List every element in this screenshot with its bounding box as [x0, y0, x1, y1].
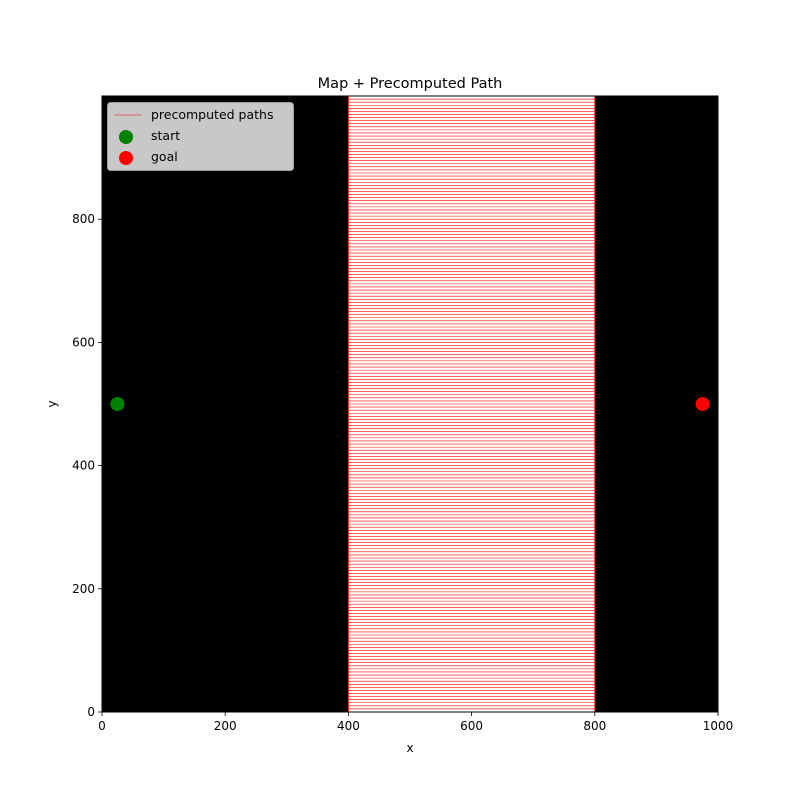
y-tick-label: 400 — [72, 459, 95, 473]
chart-title: Map + Precomputed Path — [318, 76, 503, 92]
y-tick-label: 0 — [87, 705, 95, 719]
x-tick-label: 200 — [214, 719, 237, 733]
y-axis-label: y — [45, 400, 59, 407]
x-tick-label: 400 — [337, 719, 360, 733]
y-axis-ticks: 0 200 400 600 800 — [72, 212, 102, 719]
start-marker — [110, 397, 125, 411]
precomputed-paths-group — [347, 96, 596, 713]
legend-goal-swatch — [119, 151, 133, 165]
legend-paths-label: precomputed paths — [151, 107, 273, 122]
goal-marker — [695, 397, 710, 411]
y-tick-label: 800 — [72, 212, 95, 226]
x-tick-label: 600 — [460, 719, 483, 733]
legend-goal-label: goal — [151, 149, 178, 164]
y-tick-label: 200 — [72, 582, 95, 596]
x-axis-label: x — [406, 741, 413, 755]
x-axis-ticks: 0 200 400 600 800 1000 — [98, 712, 733, 733]
y-tick-label: 600 — [72, 335, 95, 349]
x-tick-label: 0 — [98, 719, 106, 733]
legend-box — [107, 102, 294, 171]
legend-start-label: start — [151, 128, 180, 143]
legend-start-swatch — [119, 130, 133, 144]
x-tick-label: 800 — [583, 719, 606, 733]
plot-area — [101, 95, 719, 713]
legend: precomputed paths start goal — [107, 102, 294, 171]
axes-frame — [101, 95, 719, 713]
x-tick-label: 1000 — [703, 719, 734, 733]
